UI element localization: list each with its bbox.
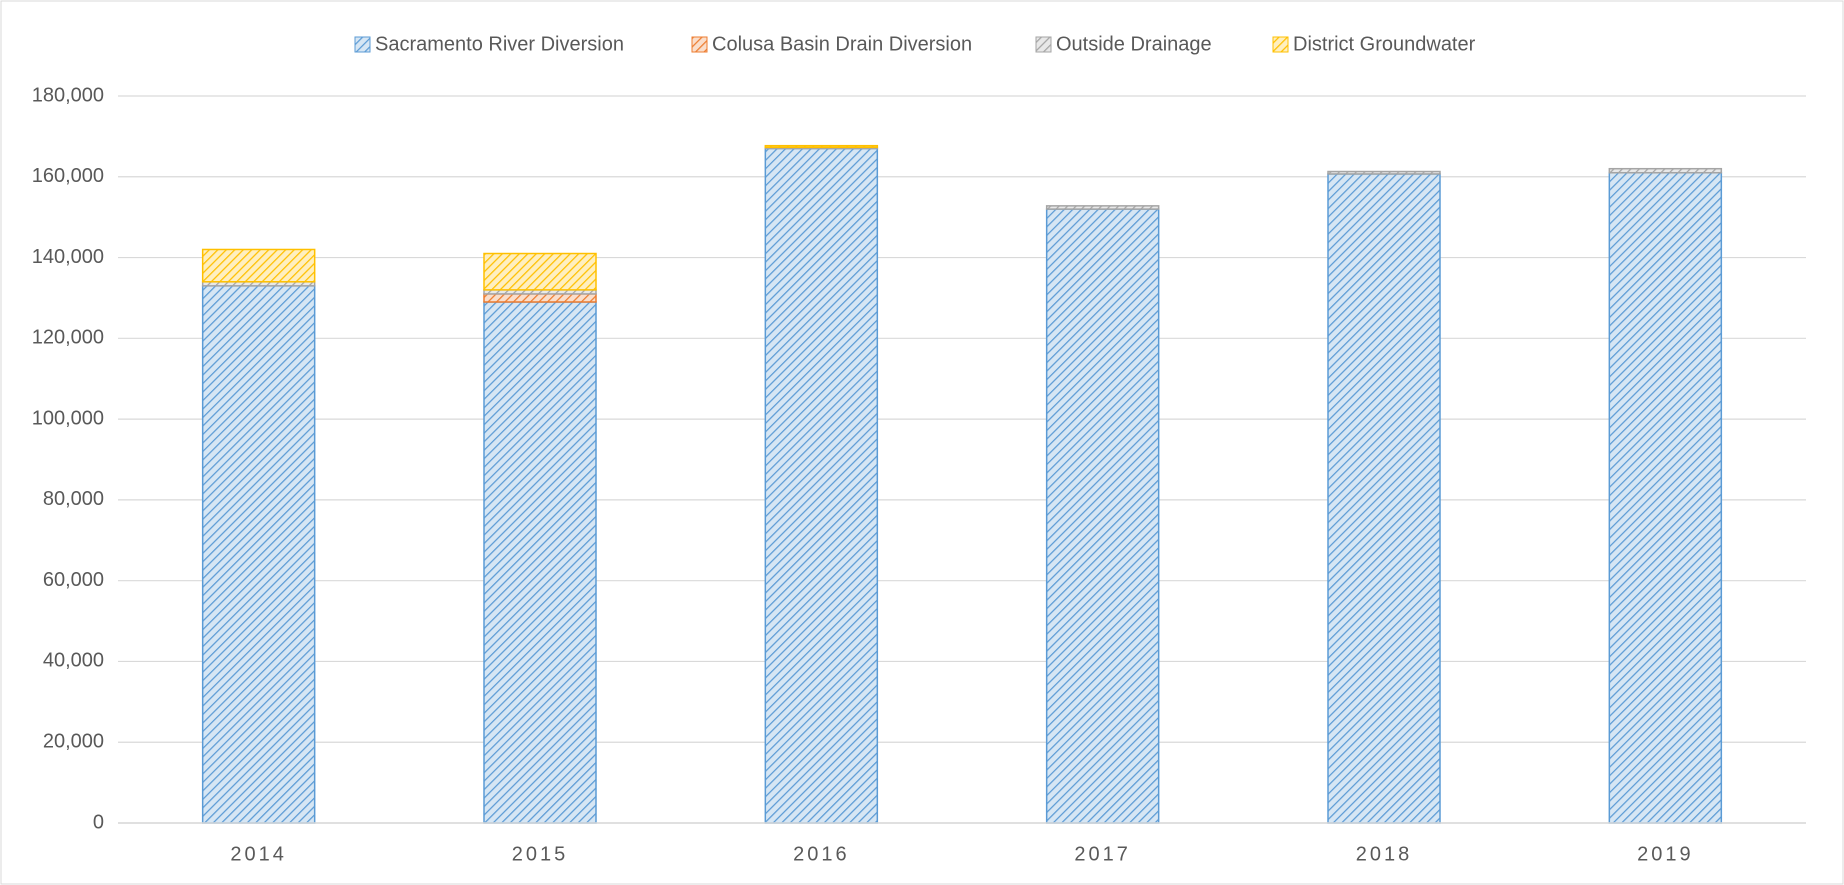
y-tick-label: 40,000 bbox=[43, 650, 104, 672]
y-tick-label: 120,000 bbox=[32, 327, 104, 349]
legend-label: Outside Drainage bbox=[1056, 33, 1212, 55]
legend-swatch bbox=[1035, 36, 1052, 53]
x-tick-label: 2014 bbox=[230, 843, 287, 865]
legend-item: Sacramento River Diversion bbox=[354, 33, 624, 55]
bar-segment bbox=[1045, 208, 1160, 824]
bar-segment bbox=[1327, 170, 1441, 175]
y-tick-label: 160,000 bbox=[32, 165, 104, 187]
x-tick-label: 2017 bbox=[1074, 843, 1131, 865]
bar-segment bbox=[483, 293, 597, 303]
legend-label: District Groundwater bbox=[1293, 33, 1476, 55]
x-tick-label: 2018 bbox=[1356, 843, 1413, 865]
legend-label: Sacramento River Diversion bbox=[375, 33, 624, 55]
legend-swatch bbox=[691, 36, 708, 53]
bar-segment bbox=[201, 248, 316, 283]
bar-segment bbox=[483, 252, 597, 291]
y-tick-label: 140,000 bbox=[32, 246, 104, 268]
bar-segment bbox=[1608, 167, 1723, 174]
x-tick-label: 2019 bbox=[1637, 843, 1694, 865]
legend-item: District Groundwater bbox=[1272, 33, 1476, 55]
y-tick-label: 0 bbox=[93, 811, 104, 833]
legend-label: Colusa Basin Drain Diversion bbox=[712, 33, 972, 55]
y-tick-label: 80,000 bbox=[43, 488, 104, 510]
x-tick-label: 2016 bbox=[793, 843, 850, 865]
y-tick-label: 100,000 bbox=[32, 407, 104, 429]
bar-segment bbox=[764, 147, 879, 824]
legend-item: Colusa Basin Drain Diversion bbox=[691, 33, 972, 55]
x-tick-label: 2015 bbox=[512, 843, 569, 865]
bar-segment bbox=[483, 301, 597, 824]
bar-segment bbox=[764, 144, 879, 149]
legend-swatch bbox=[354, 36, 371, 53]
legend-swatch bbox=[1272, 36, 1289, 53]
bar-segment bbox=[1045, 205, 1160, 210]
bar-segment bbox=[1327, 173, 1441, 824]
bar-segment bbox=[201, 285, 316, 824]
y-tick-label: 180,000 bbox=[32, 84, 104, 106]
bar-segment bbox=[1608, 171, 1723, 824]
y-tick-label: 20,000 bbox=[43, 731, 104, 753]
legend-item: Outside Drainage bbox=[1035, 33, 1212, 55]
y-tick-label: 60,000 bbox=[43, 569, 104, 591]
